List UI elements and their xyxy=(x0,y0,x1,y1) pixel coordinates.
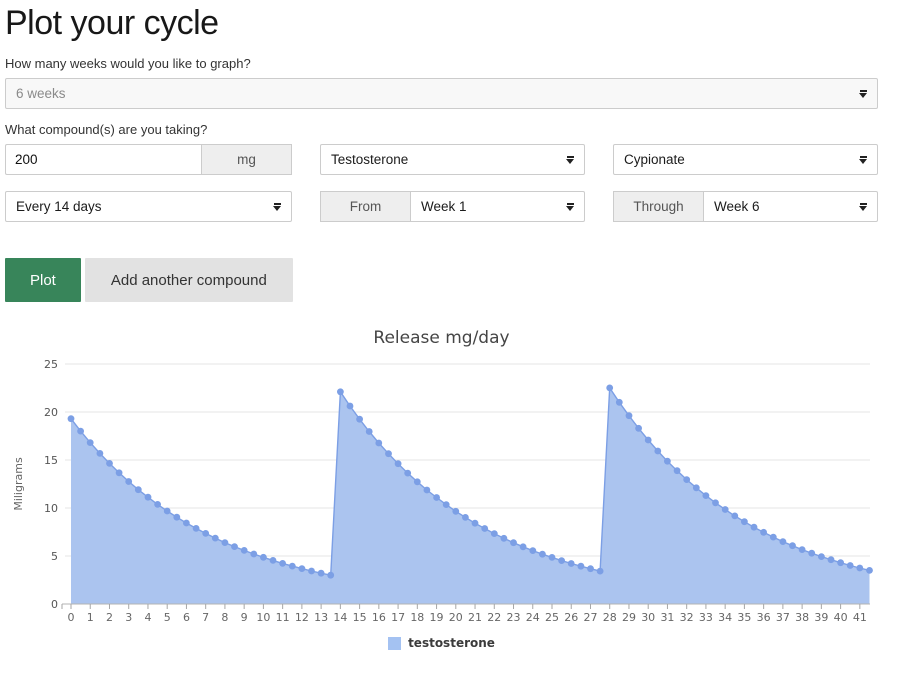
weeks-select-value: 6 weeks xyxy=(16,86,66,101)
svg-text:8: 8 xyxy=(221,611,228,624)
compound-select[interactable]: Testosterone xyxy=(320,144,585,175)
plot-cycle-app: Plot your cycle How many weeks would you… xyxy=(5,4,878,650)
svg-text:3: 3 xyxy=(125,611,132,624)
svg-text:14: 14 xyxy=(333,611,347,624)
svg-text:17: 17 xyxy=(391,611,405,624)
legend-swatch-icon[interactable] xyxy=(388,636,402,650)
svg-text:4: 4 xyxy=(144,611,151,624)
chevron-down-icon xyxy=(566,202,575,211)
compound-question-label: What compound(s) are you taking? xyxy=(5,122,208,137)
svg-text:2: 2 xyxy=(106,611,113,624)
chart-legend: testosterone xyxy=(5,636,878,650)
svg-text:0: 0 xyxy=(51,598,58,611)
svg-text:22: 22 xyxy=(487,611,501,624)
svg-text:11: 11 xyxy=(276,611,290,624)
svg-text:10: 10 xyxy=(256,611,270,624)
svg-text:25: 25 xyxy=(545,611,559,624)
svg-text:7: 7 xyxy=(202,611,209,624)
svg-text:40: 40 xyxy=(834,611,848,624)
compound-form-grid: mg Testosterone Cypionate Every 14 days … xyxy=(5,144,878,222)
svg-text:39: 39 xyxy=(814,611,828,624)
chevron-down-icon xyxy=(859,89,868,98)
svg-text:25: 25 xyxy=(44,358,58,371)
svg-text:30: 30 xyxy=(641,611,655,624)
svg-text:36: 36 xyxy=(757,611,771,624)
svg-text:29: 29 xyxy=(622,611,636,624)
svg-text:12: 12 xyxy=(295,611,309,624)
chevron-down-icon xyxy=(859,155,868,164)
svg-text:15: 15 xyxy=(44,454,58,467)
svg-text:15: 15 xyxy=(353,611,367,624)
svg-text:18: 18 xyxy=(410,611,424,624)
svg-text:21: 21 xyxy=(468,611,482,624)
action-buttons: Plot Add another compound xyxy=(5,258,878,302)
plot-button[interactable]: Plot xyxy=(5,258,81,302)
svg-text:28: 28 xyxy=(603,611,617,624)
chart-title: Release mg/day xyxy=(373,328,510,348)
svg-text:13: 13 xyxy=(314,611,328,624)
from-week-value: Week 1 xyxy=(421,199,467,214)
compound-select-value: Testosterone xyxy=(331,152,409,167)
svg-text:37: 37 xyxy=(776,611,790,624)
frequency-select-value: Every 14 days xyxy=(16,199,102,214)
svg-text:9: 9 xyxy=(241,611,248,624)
page-title: Plot your cycle xyxy=(5,4,219,42)
through-week-value: Week 6 xyxy=(714,199,760,214)
svg-text:20: 20 xyxy=(44,406,58,419)
dose-unit-addon: mg xyxy=(201,144,292,175)
svg-text:27: 27 xyxy=(583,611,597,624)
through-addon: Through xyxy=(613,191,704,222)
svg-text:19: 19 xyxy=(430,611,444,624)
from-addon: From xyxy=(320,191,411,222)
dose-group: mg xyxy=(5,144,292,175)
through-week-select[interactable]: Week 6 xyxy=(704,191,878,222)
svg-text:1: 1 xyxy=(87,611,94,624)
svg-text:33: 33 xyxy=(699,611,713,624)
ester-select-value: Cypionate xyxy=(624,152,685,167)
legend-label[interactable]: testosterone xyxy=(408,636,495,650)
svg-text:5: 5 xyxy=(51,550,58,563)
svg-text:0: 0 xyxy=(68,611,75,624)
weeks-select[interactable]: 6 weeks xyxy=(5,78,878,109)
svg-text:6: 6 xyxy=(183,611,190,624)
svg-text:24: 24 xyxy=(526,611,540,624)
svg-text:10: 10 xyxy=(44,502,58,515)
add-compound-button[interactable]: Add another compound xyxy=(84,258,293,302)
weeks-question-label: How many weeks would you like to graph? xyxy=(5,56,251,71)
svg-text:35: 35 xyxy=(737,611,751,624)
svg-text:38: 38 xyxy=(795,611,809,624)
svg-text:41: 41 xyxy=(853,611,867,624)
svg-text:16: 16 xyxy=(372,611,386,624)
frequency-select[interactable]: Every 14 days xyxy=(5,191,292,222)
dose-input[interactable] xyxy=(5,144,201,175)
svg-text:26: 26 xyxy=(564,611,578,624)
svg-text:20: 20 xyxy=(449,611,463,624)
chevron-down-icon xyxy=(859,202,868,211)
svg-text:31: 31 xyxy=(660,611,674,624)
from-week-group: From Week 1 xyxy=(320,191,585,222)
chevron-down-icon xyxy=(273,202,282,211)
through-week-group: Through Week 6 xyxy=(613,191,878,222)
chevron-down-icon xyxy=(566,155,575,164)
svg-text:23: 23 xyxy=(507,611,521,624)
svg-text:Miligrams: Miligrams xyxy=(12,457,25,511)
svg-text:34: 34 xyxy=(718,611,732,624)
ester-select[interactable]: Cypionate xyxy=(613,144,878,175)
from-week-select[interactable]: Week 1 xyxy=(411,191,585,222)
svg-text:5: 5 xyxy=(164,611,171,624)
svg-text:32: 32 xyxy=(680,611,694,624)
release-chart-panel: Release mg/day 0 5 10 15 20 25 Miligrams 0 1 2 3 4 5… xyxy=(5,328,878,650)
